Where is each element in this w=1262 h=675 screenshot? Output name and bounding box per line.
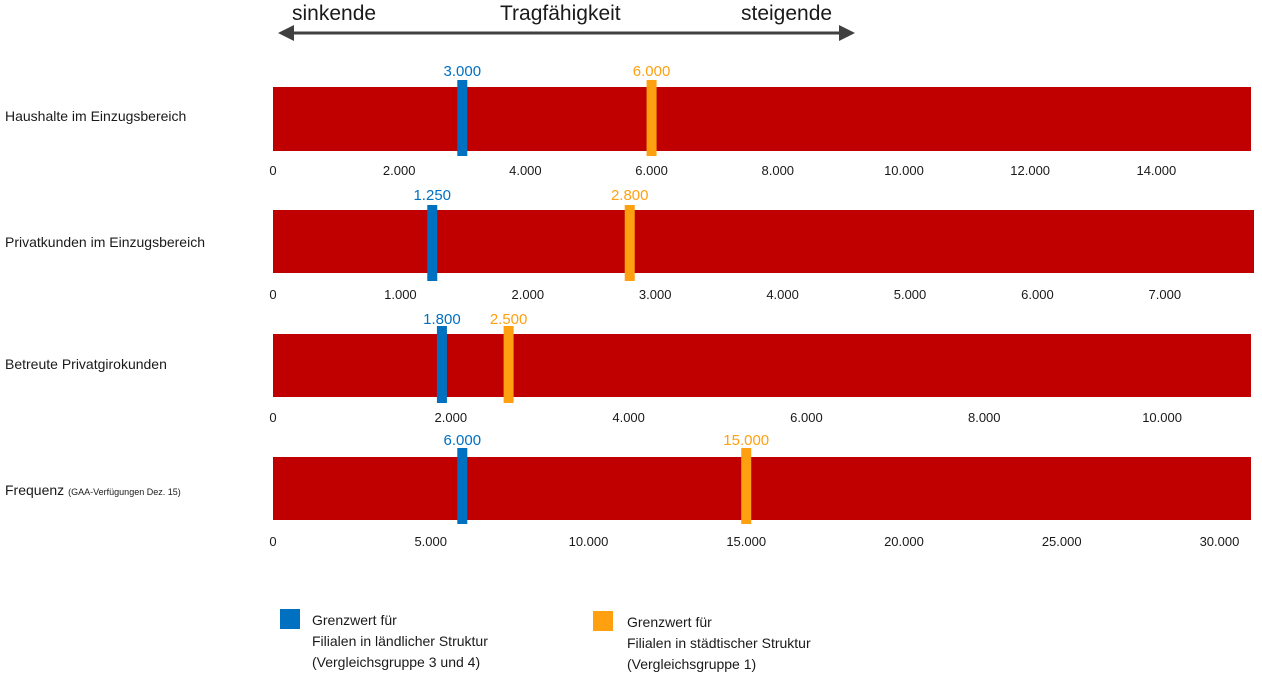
marker-label-rural-row-1: 3.000 (444, 63, 482, 80)
legend-rural-line-3: (Vergleichsgruppe 3 und 4) (312, 654, 481, 670)
legend-urban-line-3: (Vergleichsgruppe 1) (627, 656, 757, 672)
tick-label-row-2-3: 3.000 (639, 287, 672, 302)
tick-label-row-1-2: 4.000 (509, 163, 542, 178)
marker-urban-row-2 (624, 205, 635, 281)
tick-label-row-4-6: 30.000 (1200, 534, 1240, 549)
tick-label-row-2-5: 5.000 (894, 287, 927, 302)
marker-label-urban-row-4: 15.000 (723, 432, 769, 449)
tick-label-row-2-2: 2.000 (512, 287, 545, 302)
bar-row-3 (273, 334, 1251, 397)
marker-label-urban-row-2: 2.800 (611, 187, 649, 204)
tick-label-row-1-7: 14.000 (1136, 163, 1176, 178)
marker-rural-row-3 (436, 326, 447, 403)
tick-label-row-4-5: 25.000 (1042, 534, 1082, 549)
marker-urban-row-3 (503, 326, 514, 403)
marker-label-rural-row-4: 6.000 (444, 432, 482, 449)
tick-label-row-3-5: 10.000 (1142, 410, 1182, 425)
bar-row-1 (273, 87, 1251, 151)
marker-label-rural-row-3: 1.800 (423, 311, 461, 328)
tick-label-row-4-4: 20.000 (884, 534, 924, 549)
row-label-haushalte: Haushalte im Einzugsbereich (5, 108, 187, 124)
tick-label-row-2-1: 1.000 (384, 287, 417, 302)
tick-label-row-2-7: 7.000 (1149, 287, 1182, 302)
tick-label-row-1-4: 8.000 (762, 163, 795, 178)
bar-row-2 (273, 210, 1254, 273)
header-tragfaehigkeit: Tragfähigkeit (500, 2, 621, 25)
legend-text-rural: Grenzwert für Filialen in ländlicher Str… (312, 610, 488, 673)
tick-label-row-2-4: 4.000 (766, 287, 799, 302)
legend-rural-line-2: Filialen in ländlicher Struktur (312, 633, 488, 649)
marker-urban-row-4 (741, 448, 752, 524)
header-sinkende: sinkende (292, 2, 377, 25)
tick-label-row-1-1: 2.000 (383, 163, 416, 178)
legend-text-urban: Grenzwert für Filialen in städtischer St… (627, 612, 811, 675)
row-label-privatkunden: Privatkunden im Einzugsbereich (5, 234, 205, 250)
tick-label-row-2-0: 0 (269, 287, 276, 302)
legend-swatch-rural (280, 609, 300, 629)
tick-label-row-1-5: 10.000 (884, 163, 924, 178)
legend-rural-line-1: Grenzwert für (312, 612, 397, 628)
tick-label-row-4-3: 15.000 (726, 534, 766, 549)
row-label-frequenz: Frequenz (GAA-Verfügungen Dez. 15) (5, 482, 181, 498)
marker-label-urban-row-1: 6.000 (633, 63, 671, 80)
marker-rural-row-1 (457, 80, 468, 156)
marker-rural-row-2 (427, 205, 438, 281)
tick-label-row-1-3: 6.000 (635, 163, 668, 178)
marker-label-rural-row-2: 1.250 (413, 187, 451, 204)
bar-row-4 (273, 457, 1251, 520)
header-steigende: steigende (741, 2, 833, 25)
tick-label-row-1-6: 12.000 (1010, 163, 1050, 178)
row-label-frequenz-note: (GAA-Verfügungen Dez. 15) (68, 487, 181, 497)
legend-urban-line-1: Grenzwert für (627, 614, 712, 630)
legend-swatch-urban (593, 611, 613, 631)
tick-label-row-1-0: 0 (269, 163, 276, 178)
tick-label-row-4-0: 0 (269, 534, 276, 549)
tick-label-row-3-1: 2.000 (435, 410, 468, 425)
tick-label-row-3-0: 0 (269, 410, 276, 425)
marker-urban-row-1 (646, 80, 657, 156)
marker-label-urban-row-3: 2.500 (490, 311, 528, 328)
row-label-privatgirokunden: Betreute Privatgirokunden (5, 356, 167, 372)
legend-urban-line-2: Filialen in städtischer Struktur (627, 635, 811, 651)
tick-label-row-4-2: 10.000 (569, 534, 609, 549)
tick-label-row-2-6: 6.000 (1021, 287, 1054, 302)
tick-label-row-3-3: 6.000 (790, 410, 823, 425)
tick-label-row-4-1: 5.000 (414, 534, 447, 549)
tick-label-row-3-2: 4.000 (612, 410, 645, 425)
tick-label-row-3-4: 8.000 (968, 410, 1001, 425)
marker-rural-row-4 (457, 448, 468, 524)
